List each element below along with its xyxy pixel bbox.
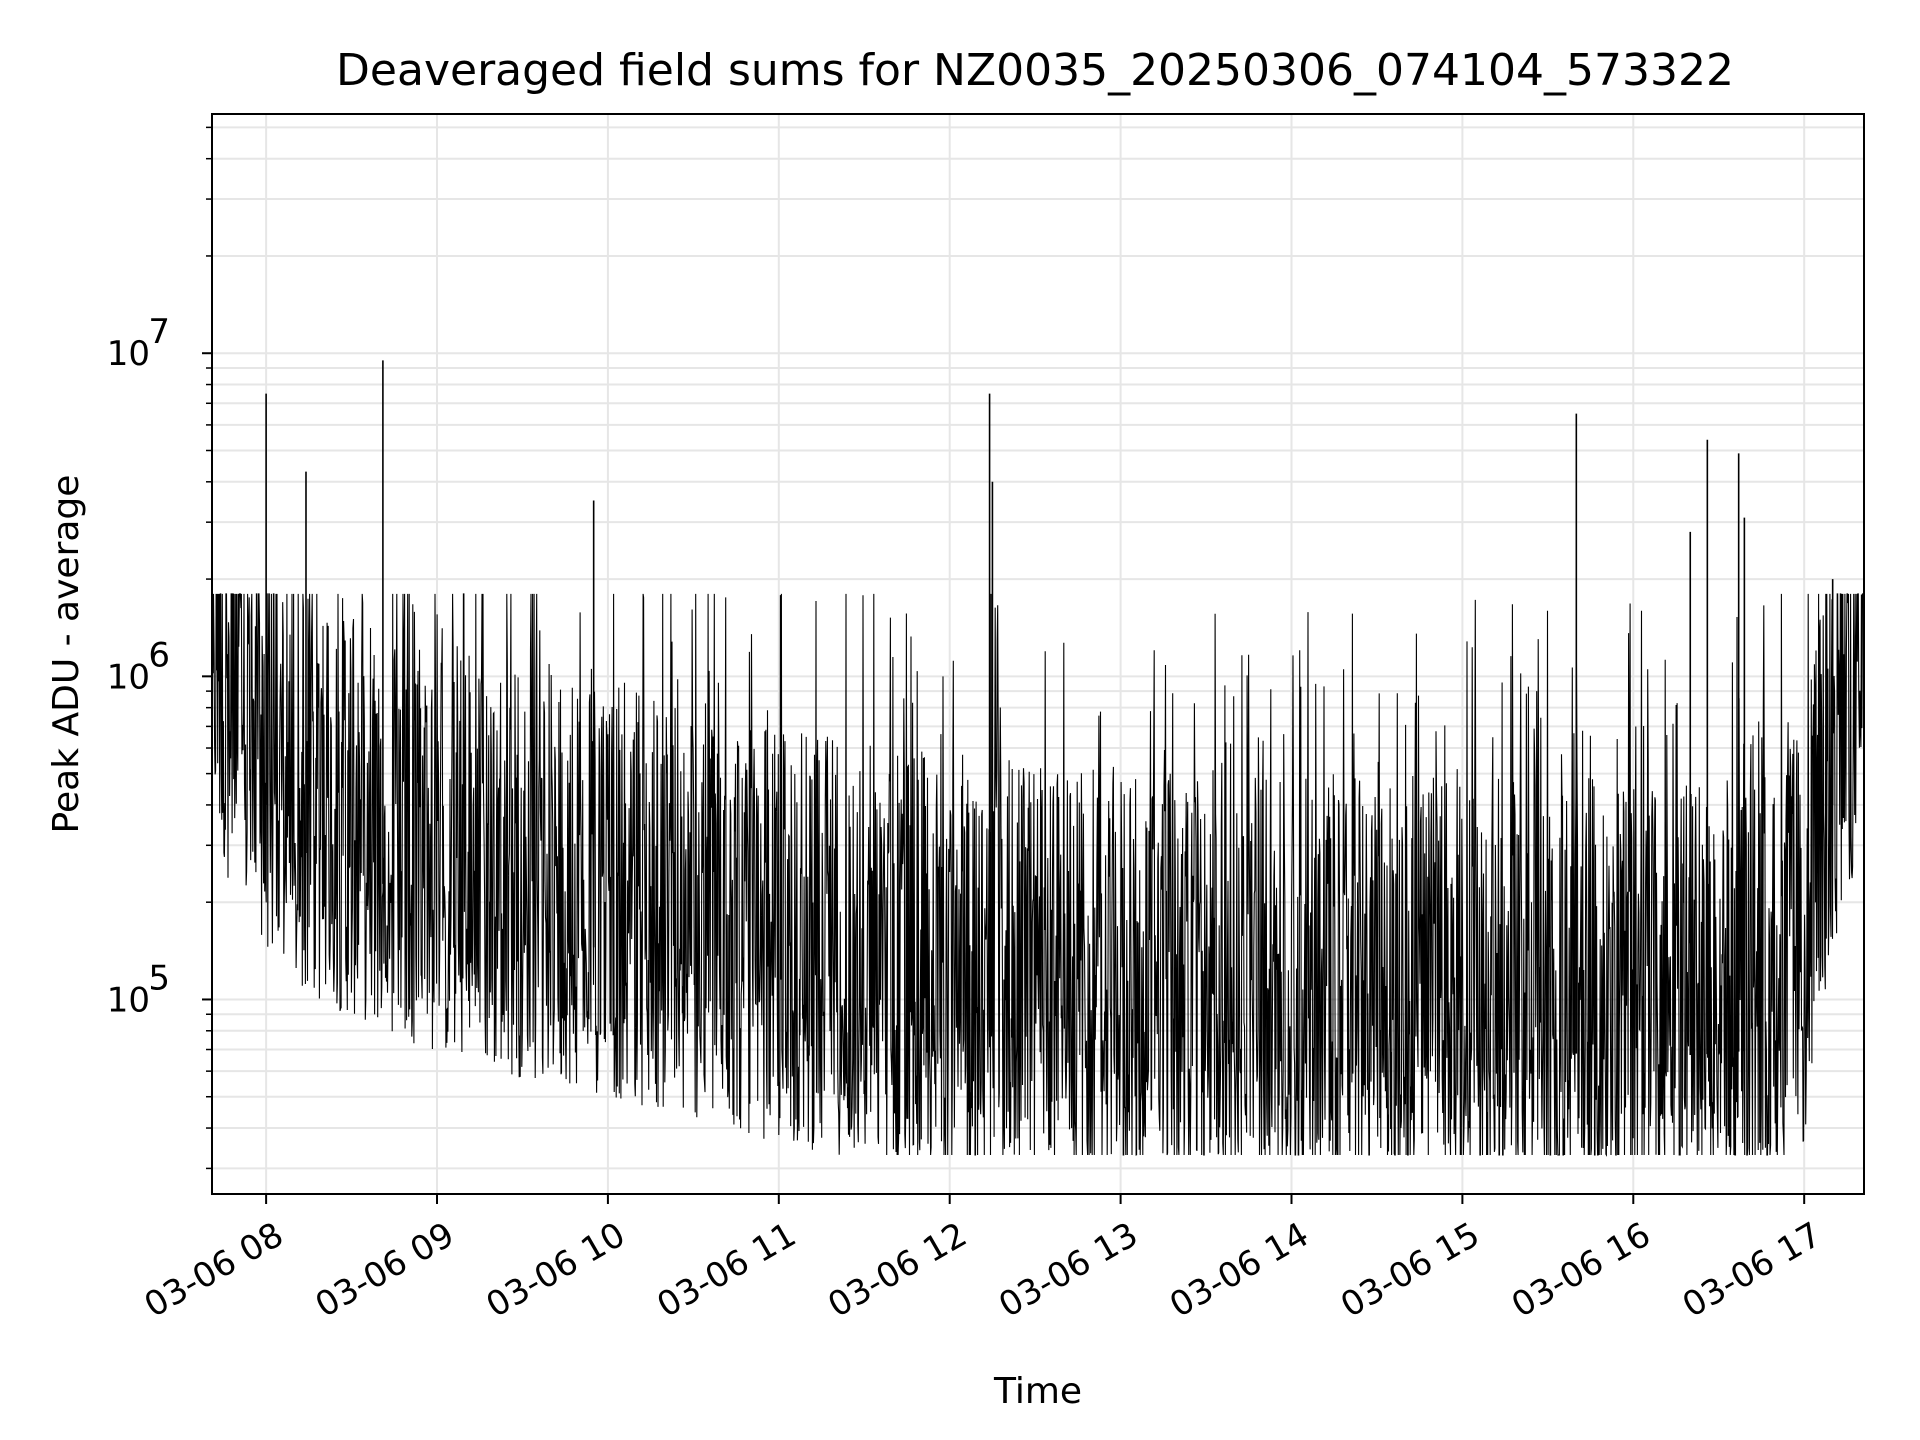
series-layer [211,360,1865,1157]
plot-frame [211,113,1865,1195]
x-axis-label: Time [993,1371,1082,1412]
x-tick-label: 03-06 13 [992,1215,1144,1326]
x-tick-label: 03-06 16 [1505,1215,1657,1326]
y-axis-label: Peak ADU - average [46,475,87,834]
x-tick-label: 03-06 14 [1163,1215,1315,1326]
y-tick-exponent: 5 [148,958,170,998]
x-tick-label: 03-06 09 [309,1215,461,1326]
y-tick-label: 10 [107,980,150,1020]
x-tick-label: 03-06 15 [1334,1215,1486,1326]
x-tick-label: 03-06 17 [1676,1215,1828,1326]
series-line [211,593,1865,1157]
y-tick-exponent: 7 [148,312,170,352]
y-tick-exponent: 6 [148,635,170,675]
chart-title: Deaveraged field sums for NZ0035_2025030… [336,45,1734,96]
x-tick-label: 03-06 08 [138,1215,290,1326]
x-axis: 03-06 08 03-06 09 03-06 10 03-06 11 03-06 12… [138,1194,1828,1326]
y-tick-label: 10 [107,657,150,697]
x-tick-label: 03-06 12 [821,1215,973,1326]
x-tick-label: 03-06 11 [651,1215,803,1326]
y-tick-label: 10 [107,334,150,374]
x-tick-label: 03-06 10 [480,1215,632,1326]
